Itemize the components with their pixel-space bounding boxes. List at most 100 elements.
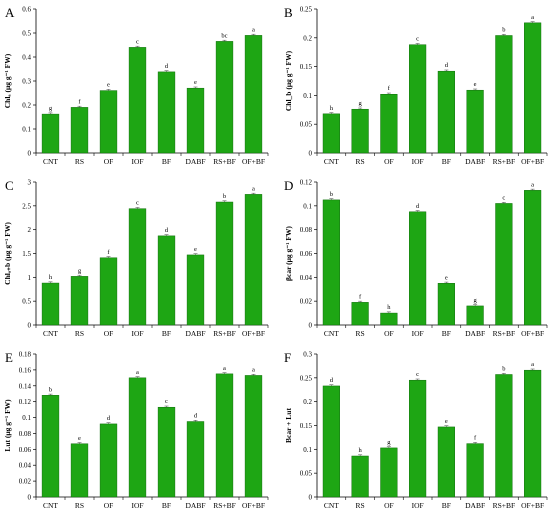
bar-iof (409, 44, 427, 154)
x-tick-label: DABF (185, 157, 205, 166)
x-tick-label: RS+BF (213, 501, 236, 510)
x-tick-label: OF (384, 157, 394, 166)
y-tick-label: 0 (28, 322, 32, 330)
bar-bf (157, 406, 176, 498)
y-tick-label: 0.25 (300, 374, 313, 382)
y-tick-label: 0.2 (22, 102, 31, 110)
significance-letter: f (107, 249, 110, 256)
bar-rs (351, 108, 369, 154)
y-tick-label: 0.08 (300, 226, 313, 234)
significance-letter: d (165, 63, 169, 70)
x-tick-label: OF (104, 157, 114, 166)
panel-e: E 0 0.02 0.04 0.06 0.08 0.1 0.12 0.14 0.16 0.18 Lut… (3, 350, 269, 510)
significance-letter: d (194, 413, 198, 420)
significance-letter: d (416, 203, 420, 210)
significance-letter: g (49, 105, 53, 112)
significance-letter: b (502, 26, 505, 33)
x-tick-label: BF (162, 157, 171, 166)
bar-of-bf (244, 35, 263, 154)
bar-bf (157, 71, 176, 154)
bar-rs-bf (215, 201, 234, 326)
significance-letter: b (502, 365, 505, 372)
x-tick-label: CNT (43, 329, 58, 338)
significance-letter: a (252, 26, 255, 33)
bar-cnt (322, 385, 340, 498)
panel-c: C 0 0.5 1 1.5 2 2.5 3 Chlₐ₊b (μg g⁻¹ FW) h CNT g RS f… (3, 178, 269, 338)
bar-cnt (322, 113, 340, 154)
bar-cnt (41, 282, 60, 326)
bar-dabf (186, 87, 205, 154)
y-tick-label: 0.04 (19, 462, 32, 470)
bar-iof (128, 208, 147, 326)
y-tick-label: 0 (309, 150, 313, 158)
significance-letter: h (49, 274, 53, 281)
x-tick-label: RS+BF (493, 501, 516, 510)
y-axis-label: Chlₐ (μg g⁻¹ FW) (3, 53, 12, 108)
significance-letter: b (330, 191, 333, 198)
significance-letter: f (388, 85, 391, 92)
y-tick-label: 0.6 (22, 6, 31, 14)
significance-letter: bc (221, 32, 227, 39)
y-tick-label: 0.16 (19, 366, 32, 374)
x-tick-label: OF+BF (242, 157, 265, 166)
y-tick-label: 0 (28, 150, 32, 158)
significance-letter: f (78, 98, 81, 105)
bar-of-bf (524, 22, 542, 154)
x-tick-label: RS (75, 501, 84, 510)
y-tick-label: 1 (28, 274, 32, 282)
bar-rs-bf (215, 373, 234, 498)
x-tick-label: BF (442, 329, 451, 338)
significance-letter: e (194, 79, 197, 86)
significance-letter: e (445, 418, 448, 425)
y-tick-label: 0.25 (300, 6, 313, 14)
significance-letter: d (445, 62, 449, 69)
significance-letter: g (359, 100, 363, 107)
x-tick-label: CNT (324, 329, 339, 338)
x-tick-label: IOF (412, 329, 424, 338)
x-tick-label: RS (75, 157, 84, 166)
panel-letter: F (284, 350, 291, 365)
panel-letter: D (284, 178, 293, 193)
significance-letter: e (107, 82, 110, 89)
significance-letter: a (252, 366, 255, 373)
bar-of (380, 447, 398, 498)
x-tick-label: CNT (43, 501, 58, 510)
bar-bf (437, 283, 455, 326)
x-tick-label: BF (442, 501, 451, 510)
significance-letter: g (474, 297, 478, 304)
bar-rs (70, 276, 89, 326)
x-tick-label: OF (104, 501, 114, 510)
panel-d: D 0 0.02 0.04 0.06 0.08 0.1 0.12 βcar (μg g⁻¹ FW… (284, 178, 548, 338)
y-tick-label: 2 (28, 226, 32, 234)
significance-letter: b (49, 386, 52, 393)
bar-of (380, 93, 398, 154)
significance-letter: c (136, 38, 139, 45)
bar-of (99, 90, 118, 154)
bar-dabf (186, 421, 205, 498)
panel-letter: A (5, 5, 15, 20)
x-tick-label: CNT (324, 501, 339, 510)
bar-cnt (322, 199, 340, 326)
y-tick-label: 0.05 (300, 121, 313, 129)
x-tick-label: OF+BF (242, 501, 265, 510)
x-tick-label: IOF (412, 501, 424, 510)
x-tick-label: RS+BF (213, 329, 236, 338)
significance-letter: h (387, 304, 391, 311)
bar-rs (351, 455, 369, 498)
x-tick-label: CNT (43, 157, 58, 166)
significance-letter: e (194, 246, 197, 253)
bar-iof (128, 47, 147, 154)
bar-dabf (186, 254, 205, 326)
x-tick-label: RS+BF (213, 157, 236, 166)
bar-rs-bf (495, 374, 513, 498)
significance-letter: c (502, 194, 505, 201)
significance-letter: d (330, 377, 334, 384)
x-tick-label: DABF (465, 329, 485, 338)
bar-iof (128, 377, 147, 498)
panel-letter: B (284, 5, 293, 20)
panel-a: A 0 0.1 0.2 0.3 0.4 0.5 0.6 Chlₐ (μg g⁻¹ FW) g CNT… (3, 5, 269, 166)
significance-letter: c (165, 398, 168, 405)
significance-letter: d (165, 227, 169, 234)
x-tick-label: IOF (131, 157, 143, 166)
